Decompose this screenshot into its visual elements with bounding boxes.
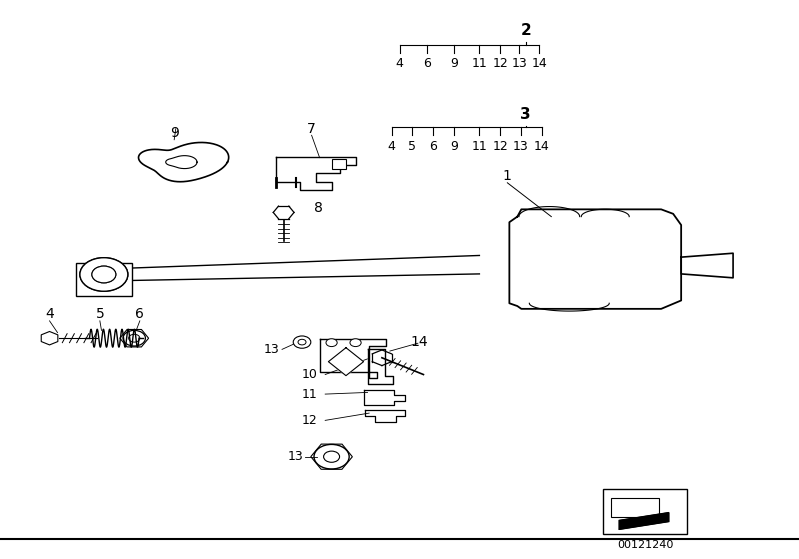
Text: 14: 14 <box>531 57 547 70</box>
Bar <box>603 489 687 534</box>
Text: 13: 13 <box>264 343 280 356</box>
Polygon shape <box>510 209 681 309</box>
Polygon shape <box>328 348 364 376</box>
Polygon shape <box>165 155 197 169</box>
Polygon shape <box>368 349 393 384</box>
Polygon shape <box>320 339 386 378</box>
Text: 14: 14 <box>534 140 550 153</box>
Text: 11: 11 <box>471 140 487 153</box>
Circle shape <box>123 330 145 346</box>
Text: 13: 13 <box>511 57 527 70</box>
Circle shape <box>350 339 361 347</box>
Text: 9: 9 <box>450 140 458 153</box>
Text: 10: 10 <box>301 368 317 381</box>
Circle shape <box>92 266 116 283</box>
Text: 2: 2 <box>520 23 531 38</box>
Text: 12: 12 <box>301 414 317 427</box>
Text: 9: 9 <box>450 57 458 70</box>
Polygon shape <box>364 390 405 405</box>
Bar <box>611 498 659 517</box>
Circle shape <box>326 339 337 347</box>
Text: 11: 11 <box>471 57 487 70</box>
FancyBboxPatch shape <box>76 263 132 296</box>
Circle shape <box>80 258 128 291</box>
Polygon shape <box>619 513 669 529</box>
Circle shape <box>324 451 340 462</box>
Text: 6: 6 <box>423 57 431 70</box>
Polygon shape <box>681 253 733 278</box>
Text: 5: 5 <box>408 140 416 153</box>
Text: 4: 4 <box>46 307 54 321</box>
Text: 6: 6 <box>429 140 437 153</box>
Bar <box>332 159 346 169</box>
Circle shape <box>314 444 349 469</box>
Text: 4: 4 <box>388 140 396 153</box>
Circle shape <box>80 258 128 291</box>
Text: 1: 1 <box>503 169 512 183</box>
Circle shape <box>293 336 311 348</box>
Circle shape <box>298 339 306 345</box>
Text: 11: 11 <box>301 387 317 401</box>
Text: 12: 12 <box>492 57 508 70</box>
Text: 12: 12 <box>492 140 508 153</box>
Text: 5: 5 <box>96 307 104 321</box>
Polygon shape <box>365 410 405 422</box>
Text: 6: 6 <box>135 307 145 321</box>
Text: 3: 3 <box>520 107 531 122</box>
Polygon shape <box>276 157 356 190</box>
Text: 8: 8 <box>313 201 323 215</box>
Polygon shape <box>138 143 229 182</box>
Circle shape <box>92 266 116 283</box>
Text: 13: 13 <box>288 450 304 463</box>
Text: 9: 9 <box>169 126 179 140</box>
Text: 13: 13 <box>513 140 529 153</box>
Text: 14: 14 <box>411 335 428 349</box>
Text: 7: 7 <box>308 121 316 136</box>
Circle shape <box>129 334 140 342</box>
Text: 00121240: 00121240 <box>617 540 674 550</box>
Text: 4: 4 <box>396 57 403 70</box>
